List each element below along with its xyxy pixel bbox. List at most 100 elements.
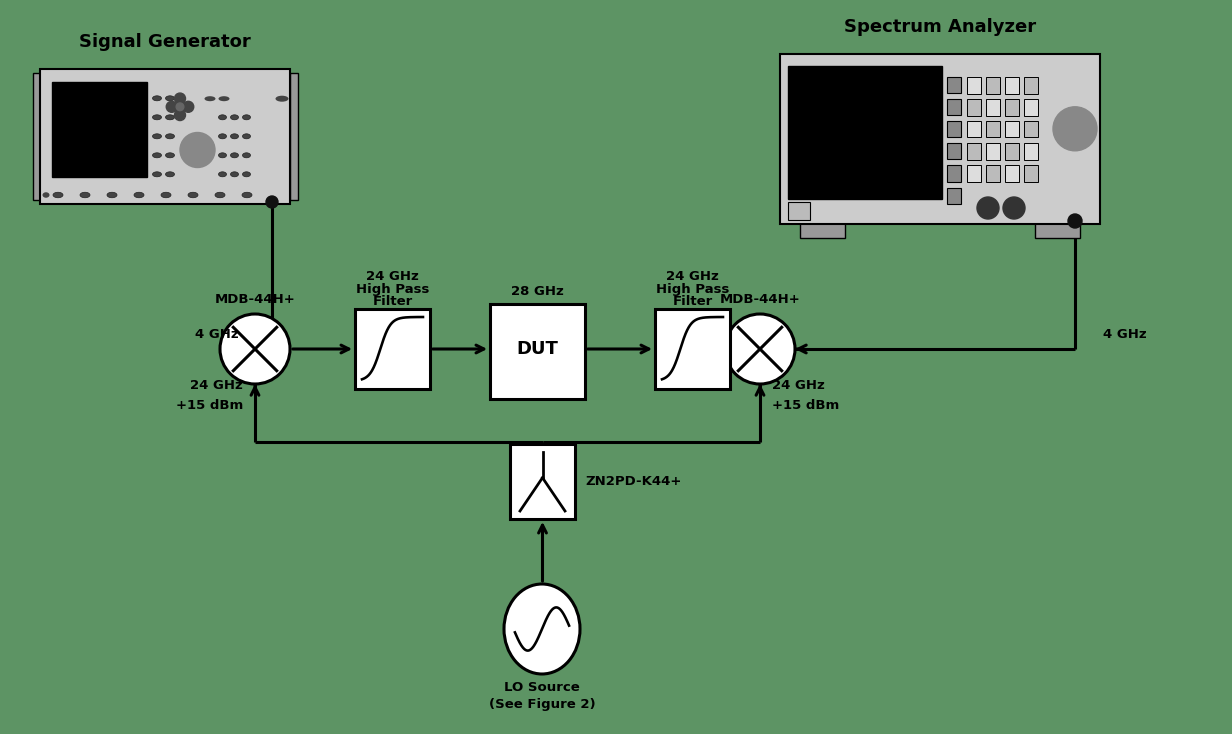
Bar — [655, 309, 731, 389]
Text: MDB-44H+: MDB-44H+ — [719, 293, 801, 306]
Text: Spectrum Analyzer: Spectrum Analyzer — [844, 18, 1036, 36]
Bar — [946, 77, 961, 93]
Text: +15 dBm: +15 dBm — [772, 399, 839, 412]
Ellipse shape — [153, 115, 161, 120]
Bar — [1004, 165, 1019, 181]
Text: 24 GHz: 24 GHz — [667, 270, 719, 283]
Ellipse shape — [243, 172, 250, 177]
Ellipse shape — [276, 95, 288, 102]
Bar — [946, 99, 961, 115]
Circle shape — [1053, 107, 1096, 150]
Circle shape — [724, 314, 795, 384]
Circle shape — [175, 93, 186, 104]
Ellipse shape — [42, 192, 49, 197]
Bar — [52, 82, 147, 177]
Text: ZN2PD-K44+: ZN2PD-K44+ — [585, 475, 681, 488]
Ellipse shape — [230, 153, 239, 158]
Circle shape — [175, 109, 186, 120]
Ellipse shape — [165, 172, 175, 177]
Bar — [780, 54, 1100, 224]
Ellipse shape — [134, 192, 144, 197]
Ellipse shape — [243, 134, 250, 139]
Circle shape — [1003, 197, 1025, 219]
Ellipse shape — [80, 192, 90, 197]
Bar — [946, 165, 961, 181]
Ellipse shape — [165, 115, 175, 120]
Bar — [1024, 100, 1037, 115]
Text: Filter: Filter — [372, 295, 413, 308]
Ellipse shape — [107, 192, 117, 197]
Circle shape — [977, 197, 999, 219]
Bar — [1004, 144, 1019, 159]
Bar — [1024, 144, 1037, 159]
Ellipse shape — [161, 192, 171, 197]
Ellipse shape — [153, 134, 161, 139]
Ellipse shape — [205, 96, 216, 101]
Ellipse shape — [216, 192, 225, 197]
Text: (See Figure 2): (See Figure 2) — [489, 698, 595, 711]
Text: High Pass: High Pass — [655, 283, 729, 296]
Ellipse shape — [230, 172, 239, 177]
Circle shape — [180, 133, 216, 167]
Bar — [788, 66, 941, 198]
Bar — [1024, 78, 1037, 93]
Text: +15 dBm: +15 dBm — [176, 399, 243, 412]
Text: High Pass: High Pass — [356, 283, 429, 296]
Ellipse shape — [218, 115, 227, 120]
Ellipse shape — [218, 134, 227, 139]
Bar — [33, 73, 41, 200]
Ellipse shape — [153, 96, 161, 101]
Bar — [967, 144, 981, 159]
Text: LO Source: LO Source — [504, 681, 580, 694]
Bar — [946, 143, 961, 159]
Bar — [986, 144, 999, 159]
Bar — [986, 122, 999, 137]
Bar — [986, 78, 999, 93]
Bar — [1035, 222, 1080, 238]
Ellipse shape — [230, 134, 239, 139]
Bar — [1004, 122, 1019, 137]
Bar — [290, 73, 298, 200]
Bar — [1004, 78, 1019, 93]
Ellipse shape — [165, 134, 175, 139]
Ellipse shape — [241, 192, 253, 197]
Text: 24 GHz: 24 GHz — [772, 379, 824, 392]
Bar — [490, 304, 585, 399]
Ellipse shape — [165, 96, 175, 101]
Bar — [1024, 122, 1037, 137]
Text: MDB-44H+: MDB-44H+ — [214, 293, 296, 306]
Text: 24 GHz: 24 GHz — [190, 379, 243, 392]
Bar — [986, 100, 999, 115]
Circle shape — [176, 103, 184, 111]
Bar — [1024, 165, 1037, 181]
Text: 28 GHz: 28 GHz — [511, 285, 564, 298]
Circle shape — [221, 314, 290, 384]
Ellipse shape — [165, 153, 175, 158]
Ellipse shape — [243, 153, 250, 158]
Bar — [967, 78, 981, 93]
Ellipse shape — [153, 172, 161, 177]
Text: 4 GHz: 4 GHz — [1103, 328, 1147, 341]
Ellipse shape — [218, 153, 227, 158]
Ellipse shape — [218, 172, 227, 177]
Circle shape — [182, 101, 193, 112]
Bar — [986, 165, 999, 181]
Ellipse shape — [153, 153, 161, 158]
Bar — [1004, 100, 1019, 115]
Text: Signal Generator: Signal Generator — [79, 33, 251, 51]
Bar — [967, 122, 981, 137]
Bar — [967, 100, 981, 115]
Bar — [788, 202, 809, 220]
Circle shape — [1068, 214, 1082, 228]
Text: Filter: Filter — [673, 295, 712, 308]
Text: DUT: DUT — [516, 340, 558, 358]
Text: 4 GHz: 4 GHz — [195, 328, 239, 341]
Circle shape — [266, 196, 278, 208]
Ellipse shape — [243, 115, 250, 120]
Circle shape — [166, 101, 177, 112]
Bar — [800, 222, 845, 238]
Bar — [510, 444, 575, 519]
Ellipse shape — [218, 96, 229, 101]
Bar — [355, 309, 430, 389]
Ellipse shape — [230, 115, 239, 120]
